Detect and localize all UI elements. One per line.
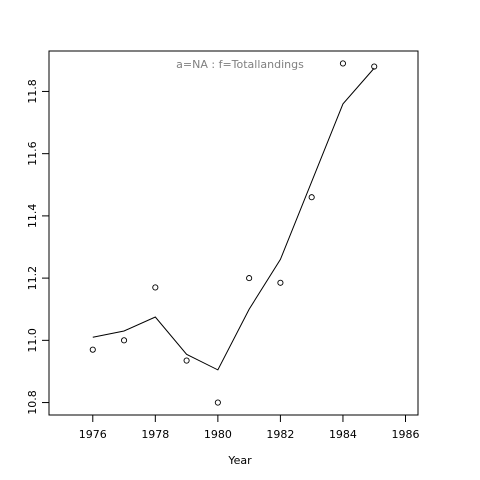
y-tick-label: 11.6 [26,141,39,166]
data-point [339,60,346,67]
data-point [183,357,190,364]
data-point [214,399,221,406]
data-points-group [89,60,378,406]
data-point [152,284,159,291]
x-tick-label: 1984 [329,428,357,441]
y-tick-label: 11.4 [26,204,39,229]
x-tick-label: 1976 [79,428,107,441]
data-point [89,346,96,353]
y-tick-label: 11.2 [26,266,39,291]
data-point [121,337,128,344]
y-tick-label: 10.8 [26,390,39,415]
y-tick-label: 11.0 [26,328,39,353]
x-axis-label: Year [227,454,252,467]
y-axis: 10.8 11.0 11.2 11.4 11.6 11.8 [26,79,49,415]
fit-line [92,67,375,371]
fit-line-group [92,67,375,371]
x-axis: 1976 1978 1980 1982 1984 1986 [79,415,419,441]
x-tick-label: 1986 [391,428,419,441]
data-point [246,275,253,282]
y-tick-label: 11.8 [26,79,39,104]
plot-frame [48,50,419,416]
data-point [277,279,284,286]
x-tick-label: 1978 [141,428,169,441]
data-point [371,63,378,70]
x-tick-label: 1982 [266,428,294,441]
data-point [308,194,315,201]
chart-title: a=NA : f=Totallandings [176,58,304,71]
x-tick-label: 1980 [204,428,232,441]
